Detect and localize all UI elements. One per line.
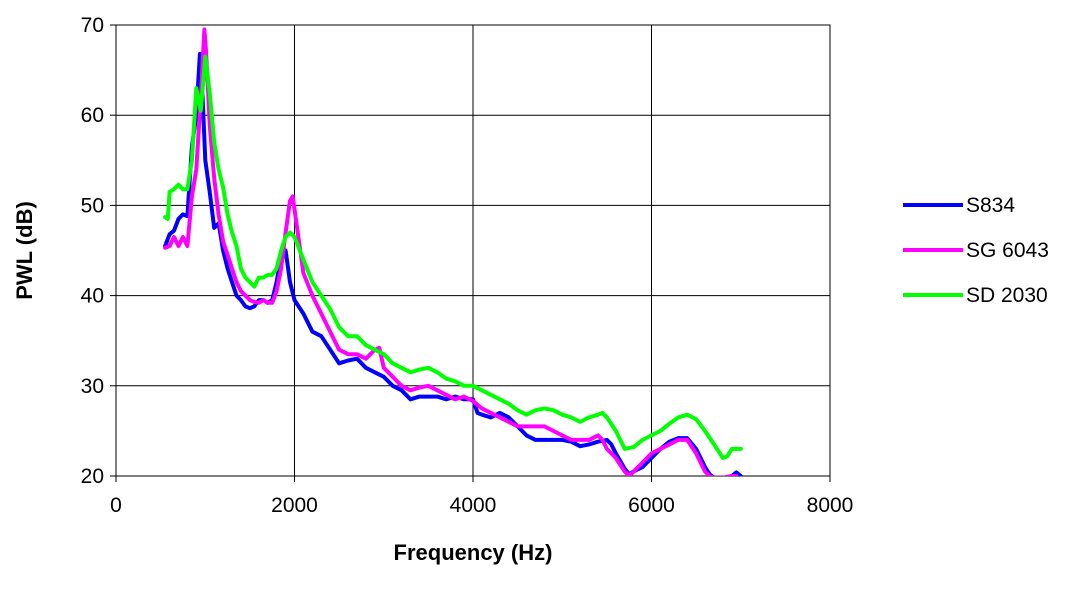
- series-lines: [163, 27, 743, 476]
- series-line-sg-6043: [163, 27, 739, 476]
- y-tick-label: 60: [81, 104, 104, 127]
- y-tick-label: 20: [81, 465, 104, 488]
- series-line-sd-2030: [163, 54, 743, 460]
- x-tick-label: 2000: [271, 494, 318, 517]
- legend-label: S834: [966, 194, 1015, 217]
- y-tick-label: 30: [81, 375, 104, 398]
- x-tick-label: 0: [110, 494, 122, 517]
- x-tick-label: 4000: [450, 494, 497, 517]
- y-axis-title: PWL (dB): [12, 201, 37, 300]
- y-tick-label: 50: [81, 194, 104, 217]
- x-tick-label: 8000: [807, 494, 854, 517]
- x-axis-title: Frequency (Hz): [394, 540, 553, 565]
- y-tick-label: 70: [81, 14, 104, 37]
- y-tick-label: 40: [81, 285, 104, 308]
- tick-labels: 20 30 40 50 60 70 0 2000 4000 6000 8000: [81, 14, 854, 517]
- legend: S834 SG 6043 SD 2030: [903, 194, 1049, 307]
- legend-label: SG 6043: [966, 239, 1049, 262]
- x-tick-label: 6000: [628, 494, 675, 517]
- legend-label: SD 2030: [966, 284, 1048, 307]
- series-line-s834: [163, 51, 743, 476]
